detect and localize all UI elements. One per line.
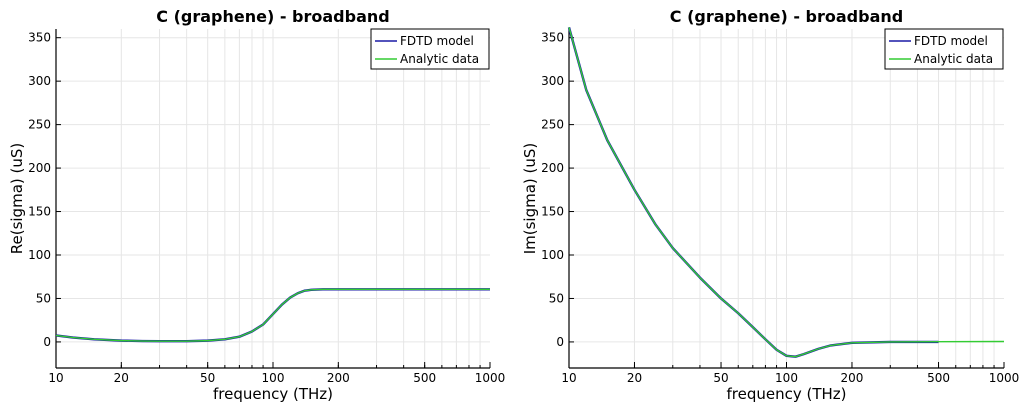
y-tick-label: 150 [541, 205, 564, 219]
y-tick-label: 100 [541, 248, 564, 262]
legend-label: Analytic data [914, 52, 993, 66]
x-tick-label: 1000 [989, 371, 1020, 385]
series-line-analytic-data [568, 27, 1005, 358]
series-line-analytic-data [55, 288, 490, 342]
x-tick-label: 50 [200, 371, 215, 385]
x-tick-label: 20 [627, 371, 642, 385]
y-tick-label: 50 [549, 291, 564, 305]
y-tick-label: 150 [28, 205, 51, 219]
legend-box [884, 28, 1004, 70]
y-tick-label: 250 [541, 118, 564, 132]
x-axis-label: frequency (THz) [213, 385, 333, 403]
y-tick-label: 50 [36, 291, 51, 305]
legend: FDTD model Analytic data [884, 28, 1004, 70]
x-tick-label: 1000 [475, 371, 506, 385]
y-tick-label: 300 [541, 74, 564, 88]
y-axis-label: Re(sigma) (uS) [8, 143, 26, 255]
x-tick-label: 50 [713, 371, 728, 385]
y-tick-label: 0 [556, 335, 564, 349]
x-tick-label: 500 [927, 371, 950, 385]
x-tick-label: 100 [262, 371, 285, 385]
chart-title: C (graphene) - broadband [156, 7, 389, 26]
x-tick-label: 200 [841, 371, 864, 385]
chart-title: C (graphene) - broadband [670, 7, 903, 26]
y-tick-label: 350 [541, 31, 564, 45]
x-tick-label: 500 [413, 371, 436, 385]
y-tick-label: 350 [28, 31, 51, 45]
y-tick-label: 0 [43, 335, 51, 349]
x-tick-label: 20 [114, 371, 129, 385]
y-axis-label: Im(sigma) (uS) [521, 143, 539, 255]
legend-label: Analytic data [400, 52, 479, 66]
y-tick-label: 200 [28, 161, 51, 175]
chart-panel-1: 10 20 50 100 200 500 1000 0 50 100 150 200 250 300 350… [8, 7, 505, 403]
y-tick-label: 300 [28, 74, 51, 88]
x-tick-label: 200 [327, 371, 350, 385]
legend-box [370, 28, 490, 70]
x-tick-label: 100 [775, 371, 798, 385]
legend-label: FDTD model [914, 34, 988, 48]
y-tick-label: 100 [28, 248, 51, 262]
x-tick-label: 10 [48, 371, 63, 385]
y-tick-label: 250 [28, 118, 51, 132]
x-tick-label: 10 [561, 371, 576, 385]
series-line-fdtd-model [567, 26, 939, 358]
legend-label: FDTD model [400, 34, 474, 48]
legend: FDTD model Analytic data [370, 28, 490, 70]
chart-panel-2: 10 20 50 100 200 500 1000 0 50 100 150 200 250 300 350… [521, 7, 1019, 403]
x-axis-label: frequency (THz) [726, 385, 846, 403]
y-tick-label: 200 [541, 161, 564, 175]
